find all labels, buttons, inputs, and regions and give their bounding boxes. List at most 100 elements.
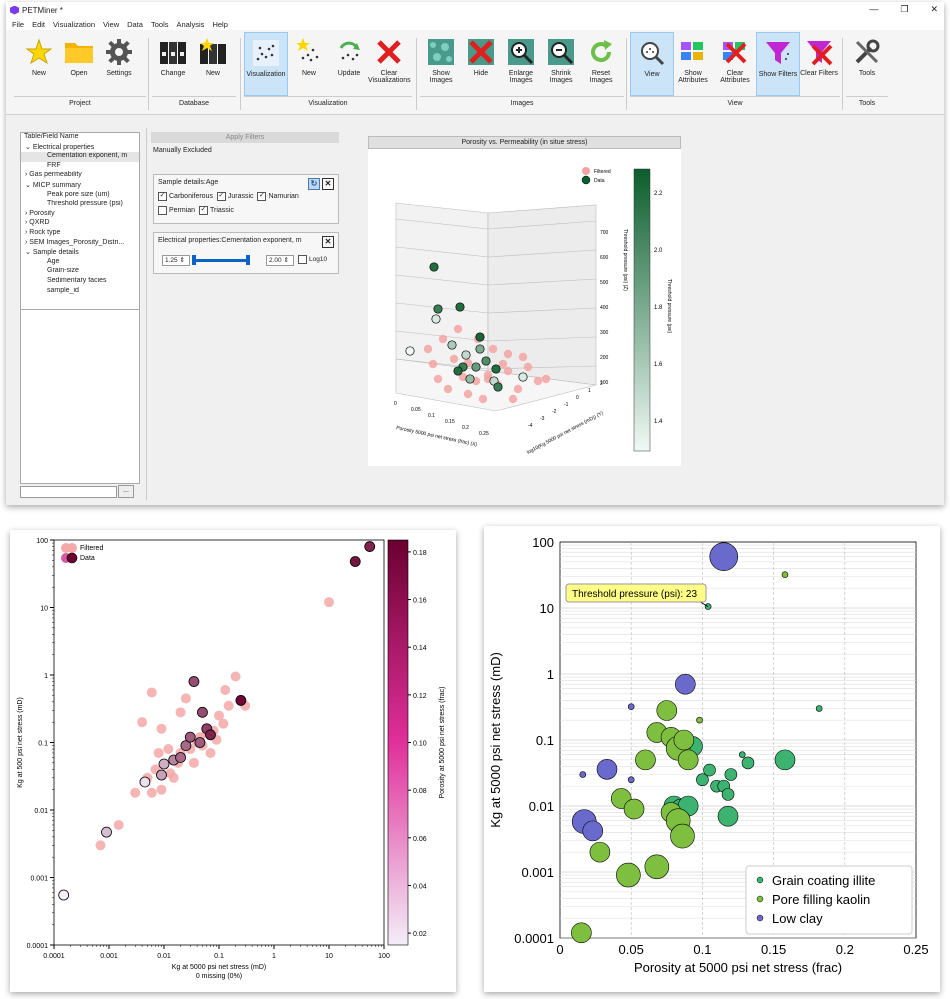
minimize-button[interactable]: — xyxy=(869,4,879,14)
tree-item[interactable]: Peak pore size (um) xyxy=(21,191,139,201)
chevron-right-icon[interactable]: › xyxy=(25,228,30,236)
new-database-button[interactable]: New xyxy=(192,32,234,94)
show-images-button[interactable]: Show Images xyxy=(420,32,462,94)
menu-visualization[interactable]: Visualization xyxy=(53,19,96,29)
y-tick-label: 0.0001 xyxy=(27,943,49,950)
tree-item[interactable]: ⌄ MICP summary xyxy=(21,181,139,191)
chevron-right-icon[interactable]: › xyxy=(25,209,30,217)
m-max-spinbox[interactable]: 2.00 ⇕ xyxy=(266,255,294,266)
tree-item[interactable]: › SEM Images_Porosity_Distri... xyxy=(21,239,139,249)
m-slider-handle-min[interactable] xyxy=(192,255,196,265)
point-data xyxy=(491,364,501,374)
update-visualization-button[interactable]: Update xyxy=(328,32,370,94)
z-tick-label: 600 xyxy=(600,255,609,261)
chart-3d-pane xyxy=(395,202,489,372)
point-data xyxy=(461,350,471,360)
app-logo-icon xyxy=(10,5,19,15)
tree-item[interactable]: Cementation exponent, m xyxy=(21,152,139,162)
legend-label-filtered: Filtered xyxy=(80,545,103,552)
remove-m-filter-button[interactable]: ✕ xyxy=(322,236,334,248)
tree-item[interactable]: FRF xyxy=(21,162,139,172)
chevron-right-icon[interactable]: › xyxy=(25,219,30,227)
tree-item[interactable]: › Gas permeability xyxy=(21,171,139,181)
menu-analysis[interactable]: Analysis xyxy=(176,19,205,29)
point-data xyxy=(453,366,463,376)
menu-data[interactable]: Data xyxy=(127,19,143,29)
chart-3d-plot[interactable]: Filtered Data 0 0.05 0.1 0.15 0.2 0.25 -4 -3 -2 -1 0… xyxy=(368,149,681,467)
tree-item[interactable]: › Rock type xyxy=(21,229,139,239)
close-button[interactable]: ✕ xyxy=(930,4,938,14)
y-tick-label: 100 xyxy=(36,538,48,545)
remove-age-filter-button[interactable]: ✕ xyxy=(322,178,334,190)
show-filters-button[interactable]: Show Filters xyxy=(756,32,800,96)
tree-search-button[interactable]: ... xyxy=(118,485,134,498)
enlarge-images-button[interactable]: Enlarge Images xyxy=(500,32,542,94)
open-project-button[interactable]: Open xyxy=(58,32,100,94)
apply-filters-button[interactable]: Apply Filters xyxy=(151,132,339,143)
checkbox-carboniferous[interactable]: ✓ Carboniferous xyxy=(158,192,213,201)
reset-images-button[interactable]: Reset Images xyxy=(580,32,622,94)
tree-item[interactable]: ⌄ Electrical properties xyxy=(21,143,139,153)
checkbox-jurassic[interactable]: ✓ Jurassic xyxy=(216,192,254,201)
funnel-icon xyxy=(762,37,794,69)
point-grain-coating-illite xyxy=(741,756,755,770)
gear-icon xyxy=(103,36,135,68)
chevron-down-icon[interactable]: ⌄ xyxy=(25,143,33,151)
tools-button[interactable]: Tools xyxy=(846,32,888,94)
settings-button[interactable]: Settings xyxy=(98,32,140,94)
hide-images-button[interactable]: Hide xyxy=(460,32,502,94)
new-visualization-button[interactable]: New xyxy=(288,32,330,94)
tree-item[interactable]: Sedimentary facies xyxy=(21,277,139,287)
colorbar xyxy=(387,539,409,946)
tree-item[interactable]: › Porosity xyxy=(21,210,139,220)
checkbox-permian[interactable]: Permian xyxy=(158,206,195,215)
m-min-spinbox[interactable]: 1.25 ⇕ xyxy=(162,255,190,266)
new-project-button[interactable]: New xyxy=(18,32,60,94)
chevron-down-icon[interactable]: ⌄ xyxy=(25,249,33,257)
tree-item[interactable]: Threshold pressure (psi) xyxy=(21,200,139,210)
clear-filters-button[interactable]: Clear Filters xyxy=(798,32,840,94)
tree-item[interactable]: Age xyxy=(21,258,139,268)
chevron-down-icon[interactable]: ⌄ xyxy=(25,181,33,189)
maximize-button[interactable]: ❐ xyxy=(900,4,909,14)
tree-item-label: MICP summary xyxy=(32,181,81,189)
porosity-perm-chart[interactable]: 0 0.05 0.1 0.15 0.2 0.25 0.0001 0.001 0.01 0.1 1 10… xyxy=(484,526,940,992)
point-filtered xyxy=(113,819,124,830)
view-button[interactable]: View xyxy=(630,32,674,96)
menu-file[interactable]: File xyxy=(12,19,25,29)
visualization-button[interactable]: Visualization xyxy=(244,32,288,96)
point-filtered xyxy=(541,374,551,384)
tree-item[interactable]: › QXRD xyxy=(21,219,139,229)
point-data xyxy=(455,302,465,312)
checkbox-namurian[interactable]: ✓ Namurian xyxy=(257,192,299,201)
menu-tools[interactable]: Tools xyxy=(150,19,169,29)
change-database-button[interactable]: Change xyxy=(152,32,194,94)
m-slider-handle-max[interactable] xyxy=(246,255,250,265)
clear-visualizations-button[interactable]: Clear Visualizations xyxy=(368,32,411,94)
tree-item[interactable]: ⌄ Sample details xyxy=(21,248,139,258)
y-tick-label: 0.001 xyxy=(521,865,554,880)
checkbox-triassic[interactable]: ✓ Triassic xyxy=(198,206,234,215)
tree-item-label: Sedimentary facies xyxy=(47,276,107,284)
magnifier-scatter-icon xyxy=(636,37,668,69)
tree-item[interactable]: Grain-size xyxy=(21,267,139,277)
m-range-slider[interactable] xyxy=(194,259,246,262)
age-options-row2: Permian ✓ Triassic xyxy=(154,203,338,218)
chevron-right-icon[interactable]: › xyxy=(25,238,30,246)
open-project-label: Open xyxy=(70,70,88,77)
tree-search-input[interactable] xyxy=(20,486,117,498)
menu-view[interactable]: View xyxy=(103,19,120,29)
clear-attributes-button[interactable]: Clear Attributes xyxy=(714,32,756,94)
point-pore-filling-kaolin xyxy=(623,798,645,820)
shrink-images-button[interactable]: Shrink Images xyxy=(540,32,582,94)
refresh-filter-button[interactable]: ↻ xyxy=(308,178,320,190)
colorbar-tick: 1.4 xyxy=(654,419,663,425)
new-visualization-label: New xyxy=(301,70,316,77)
tree-item[interactable]: sample_id xyxy=(21,287,139,297)
show-attributes-button[interactable]: Show Attributes xyxy=(672,32,714,94)
menu-edit[interactable]: Edit xyxy=(32,19,46,29)
kg-kg-scatter-chart[interactable]: 0.0001 0.001 0.01 0.1 1 10 100 0.0001 0.001 0.01 0… xyxy=(10,530,456,992)
menu-help[interactable]: Help xyxy=(212,19,228,29)
log10-checkbox[interactable]: Log10 xyxy=(298,255,327,264)
chevron-right-icon[interactable]: › xyxy=(25,171,30,179)
